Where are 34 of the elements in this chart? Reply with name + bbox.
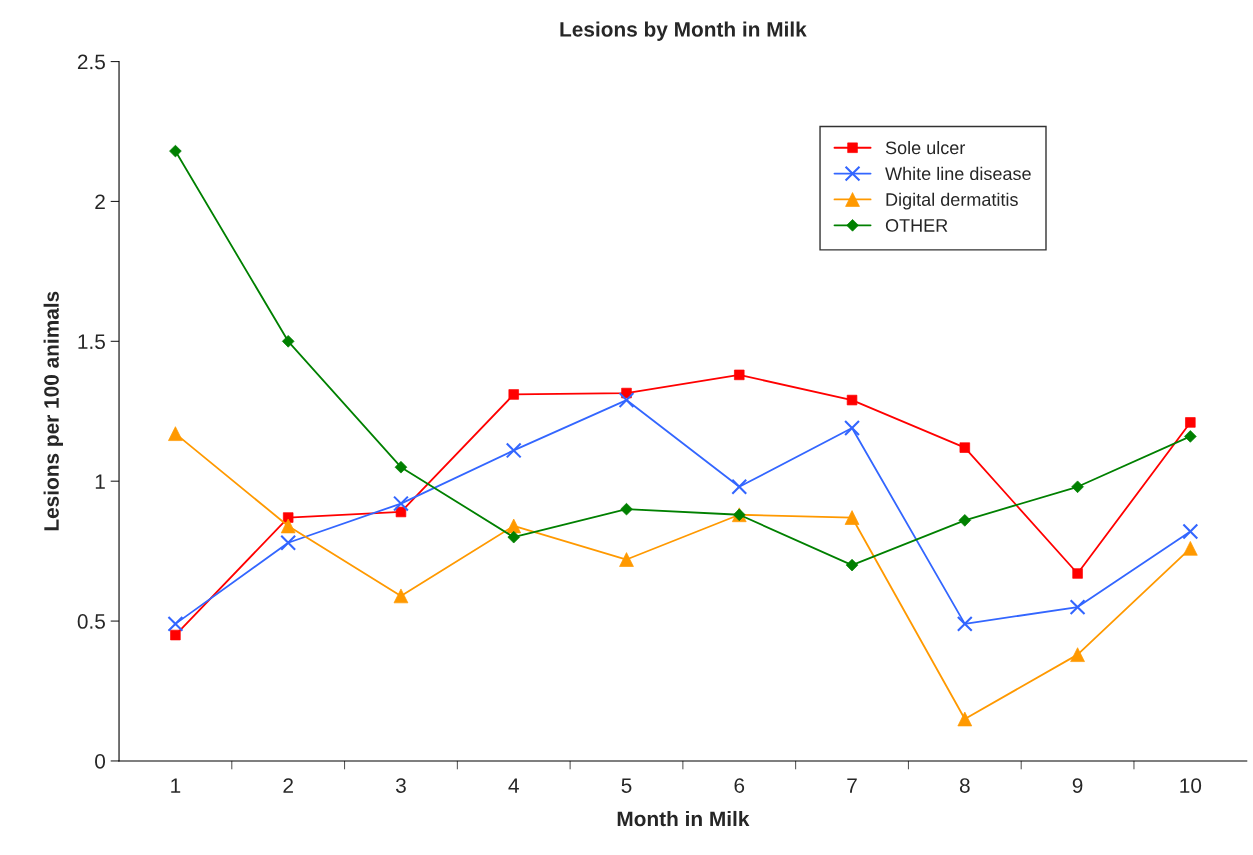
chart-title: Lesions by Month in Milk bbox=[560, 21, 807, 41]
point bbox=[618, 392, 635, 409]
x-tick-label: 3 bbox=[395, 778, 406, 793]
y-axis-title: Lesions per 100 animals bbox=[43, 291, 63, 531]
y-tick-label: 1 bbox=[95, 474, 105, 489]
x-tick-label: 10 bbox=[1180, 778, 1202, 793]
legend-label: Sole ulcer bbox=[885, 140, 966, 155]
point bbox=[956, 615, 973, 632]
point bbox=[731, 478, 748, 495]
x-axis-title: Month in Milk bbox=[617, 810, 750, 827]
y-tick-label: 2.5 bbox=[77, 54, 105, 70]
x-tick-label: 8 bbox=[959, 778, 970, 793]
point bbox=[280, 534, 297, 551]
x-tick-label: 9 bbox=[1072, 778, 1083, 793]
y-tick-label: 0 bbox=[95, 753, 106, 769]
y-tick-label: 0.5 bbox=[77, 614, 105, 629]
x-tick-label: 5 bbox=[621, 778, 632, 793]
y-tick-label: 2 bbox=[95, 194, 105, 209]
point bbox=[392, 495, 409, 512]
legend-label: White line disease bbox=[885, 166, 1031, 181]
x-tick-label: 4 bbox=[508, 778, 519, 793]
point bbox=[846, 394, 858, 406]
x-tick-label: 6 bbox=[734, 778, 745, 793]
point bbox=[1069, 599, 1086, 616]
x-tick-label: 1 bbox=[171, 778, 181, 793]
point bbox=[844, 420, 861, 437]
legend-label: Digital dermatitis bbox=[886, 192, 1018, 210]
y-tick-label: 1.5 bbox=[78, 334, 105, 350]
point bbox=[505, 442, 522, 459]
legend-label: OTHER bbox=[885, 219, 948, 232]
point bbox=[167, 615, 184, 632]
x-tick-label: 2 bbox=[283, 778, 293, 793]
point bbox=[1182, 523, 1199, 540]
x-tick-label: 7 bbox=[847, 778, 857, 793]
